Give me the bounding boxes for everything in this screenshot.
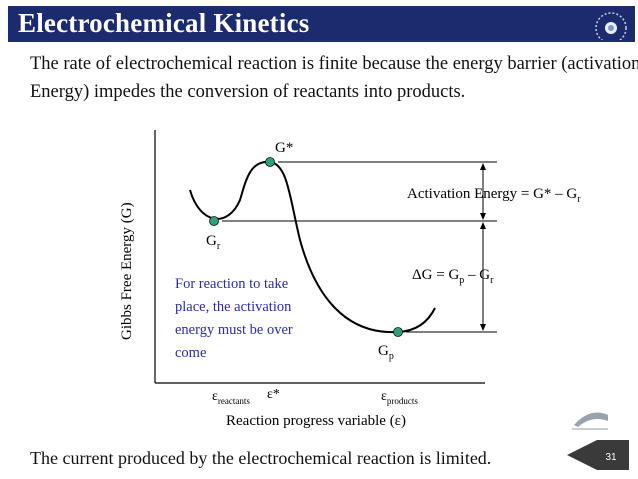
x-axis-label: Reaction progress variable (ε)	[226, 413, 406, 429]
slide-number-badge[interactable]: 31	[567, 440, 629, 470]
intro-text: The rate of electrochemical reaction is …	[30, 50, 638, 106]
delta-g-arrow-head-up	[480, 222, 486, 229]
note-line-3: energy must be over	[175, 322, 293, 338]
delta-g-label: ΔG = Gp – Gr	[412, 267, 494, 286]
y-axis-label: Gibbs Free Energy (G)	[119, 202, 135, 340]
note-line-4: come	[175, 345, 206, 361]
reactant-label: Gr	[206, 233, 221, 252]
activation-arrow-head-up	[480, 163, 486, 170]
note-line-2: place, the activation	[175, 299, 292, 315]
product-label: Gp	[378, 343, 394, 362]
title-bar: Electrochemical Kinetics	[8, 6, 635, 42]
university-logo-icon	[595, 12, 627, 40]
slide-title: Electrochemical Kinetics	[18, 8, 310, 38]
activation-energy-label: Activation Energy = G* – Gr	[407, 186, 581, 205]
reactant-point	[209, 216, 219, 226]
footer-text: The current produced by the electrochemi…	[30, 448, 492, 468]
slide-number: 31	[605, 452, 617, 463]
product-point	[393, 327, 403, 337]
intro-line-2: Energy) impedes the conversion of reacta…	[30, 82, 466, 102]
peak-point	[265, 157, 275, 167]
delta-g-arrow-head-down	[480, 324, 486, 331]
note-line-1: For reaction to take	[175, 276, 288, 292]
x-tick-star: ε*	[267, 387, 280, 402]
activation-arrow-head-down	[480, 213, 486, 220]
navigation-back-icon[interactable]	[568, 405, 612, 433]
x-tick-products: εproducts	[381, 389, 418, 406]
intro-line-1: The rate of electrochemical reaction is …	[30, 54, 638, 74]
peak-label: G*	[275, 140, 293, 156]
x-tick-reactants: εreactants	[212, 389, 250, 406]
activation-note: For reaction to take place, the activati…	[175, 276, 293, 361]
